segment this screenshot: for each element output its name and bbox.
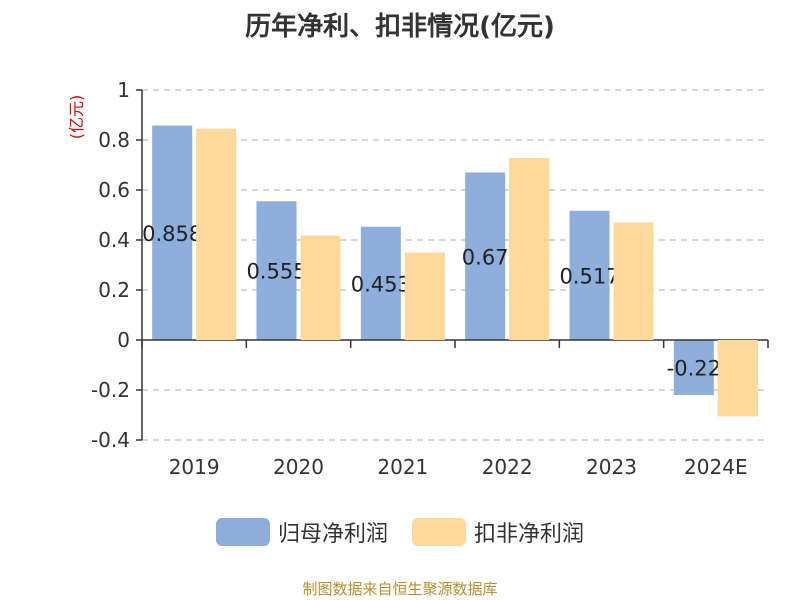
y-tick-label: -0.2 (91, 378, 130, 402)
y-tick-label: 0.8 (98, 128, 130, 152)
axes: 1 0.8 0.6 0.4 0.2 0 -0.2 -0.4 (亿元) 2019 2020 2021 20… (67, 78, 769, 479)
x-tick-label: 2020 (273, 455, 324, 479)
x-tick-label: 2021 (377, 455, 428, 479)
bar-overlay-deducted-profit-2019 (196, 128, 237, 340)
legend: 归母净利润 扣非净利润 (0, 516, 800, 548)
bar-overlay-deducted-profit-2021 (404, 252, 445, 340)
bar-net-profit-2022 (465, 172, 506, 340)
data-label: 0.67 (462, 245, 509, 269)
source-note: 制图数据来自恒生聚源数据库 (302, 580, 498, 598)
grid-lines (142, 89, 768, 441)
y-tick-label: 0.4 (98, 228, 130, 252)
bar-net-profit-2019 (152, 125, 193, 340)
x-tick-label: 2019 (169, 455, 220, 479)
y-tick-label: 0.6 (98, 178, 130, 202)
legend-label: 归母净利润 (277, 522, 388, 547)
legend-item-net-profit[interactable]: 归母净利润 (215, 516, 388, 548)
data-label: 0.517 (559, 264, 619, 288)
x-tick-label: 2023 (586, 455, 637, 479)
legend-item-deducted-profit[interactable]: 扣非净利润 (412, 516, 584, 548)
bar-net-profit-2024E (673, 340, 714, 395)
chart-title: 历年净利、扣非情况(亿元) (245, 12, 555, 42)
data-label: 0.858 (142, 222, 202, 246)
y-tick-label: 0.2 (98, 278, 130, 302)
bar-net-profit-2021 (360, 226, 401, 340)
legend-label: 扣非净利润 (474, 522, 585, 547)
x-tick-label: 2022 (482, 455, 533, 479)
bar-net-profit-2020 (256, 201, 297, 340)
bar-net-profit-2023 (569, 210, 610, 340)
y-axis-label: (亿元) (67, 95, 86, 140)
bar-overlay-deducted-profit-2022 (509, 158, 550, 340)
bar-overlay-deducted-profit-2024E (717, 340, 758, 417)
x-tick-label: 2024E (684, 455, 748, 479)
data-labels: 0.858 0.555 0.453 0.67 0.517 -0.22 (142, 128, 758, 417)
data-label: 0.453 (351, 272, 411, 296)
data-label: -0.22 (667, 357, 721, 381)
y-tick-label: 0 (117, 328, 130, 352)
y-tick-label: 1 (117, 78, 130, 102)
bar-overlay-deducted-profit-2020 (300, 235, 341, 340)
bar-overlay-deducted-profit-2023 (613, 222, 654, 340)
legend-swatch (412, 518, 466, 546)
legend-swatch (215, 518, 270, 546)
data-label: 0.555 (246, 260, 306, 284)
y-tick-label: -0.4 (91, 428, 130, 452)
